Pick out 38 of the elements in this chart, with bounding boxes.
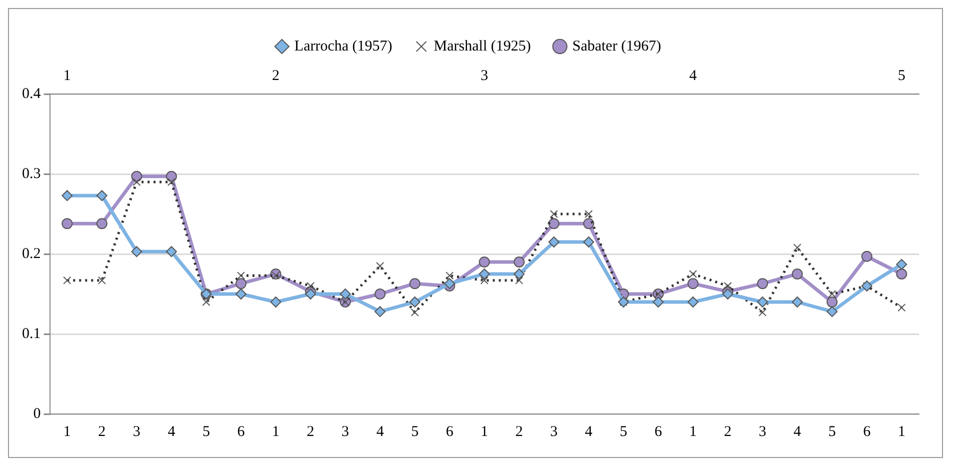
x-tick-label: 1: [63, 424, 71, 440]
x-tick-label: 5: [202, 424, 210, 440]
legend-label: Sabater (1967): [572, 38, 662, 54]
x-tick-label: 4: [584, 424, 593, 440]
x-tick-label: 6: [654, 424, 662, 440]
x-tick-label: 3: [550, 424, 558, 440]
x-tick-label: 4: [794, 424, 802, 440]
x-tick-label: 2: [515, 424, 523, 440]
x-tick-label: 5: [828, 424, 836, 440]
y-tick-label: 0.4: [22, 86, 42, 102]
x-tick-label: 6: [446, 424, 454, 440]
x2-tick-label: 5: [898, 68, 906, 84]
y-tick-label: 0.1: [22, 326, 41, 342]
legend-label: Larrocha (1957): [294, 38, 392, 54]
x-tick-label: 2: [724, 424, 732, 440]
x-tick-label: 3: [758, 424, 766, 440]
x-tick-label: 2: [98, 424, 106, 440]
x-tick-label: 1: [272, 424, 280, 440]
x-tick-label: 5: [411, 424, 419, 440]
x-tick-label: 5: [620, 424, 628, 440]
x2-tick-label: 4: [689, 68, 698, 84]
x-tick-label: 1: [898, 424, 906, 440]
x2-tick-label: 3: [480, 68, 488, 84]
y-tick-label: 0.2: [22, 246, 41, 262]
legend-label: Marshall (1925): [434, 38, 531, 54]
x-tick-label: 6: [237, 424, 246, 440]
x-tick-label: 6: [863, 424, 872, 440]
x-tick-label: 2: [306, 424, 314, 440]
y-tick-label: 0: [33, 406, 41, 422]
x2-tick-label: 2: [272, 68, 280, 84]
x-tick-label: 1: [480, 424, 488, 440]
x-tick-label: 1: [689, 424, 697, 440]
x-tick-label: 4: [168, 424, 176, 440]
x-tick-label: 3: [342, 424, 350, 440]
y-tick-label: 0.3: [22, 166, 41, 182]
x-tick-label: 3: [132, 424, 140, 440]
x-tick-label: 4: [376, 424, 384, 440]
x2-tick-label: 1: [63, 68, 71, 84]
